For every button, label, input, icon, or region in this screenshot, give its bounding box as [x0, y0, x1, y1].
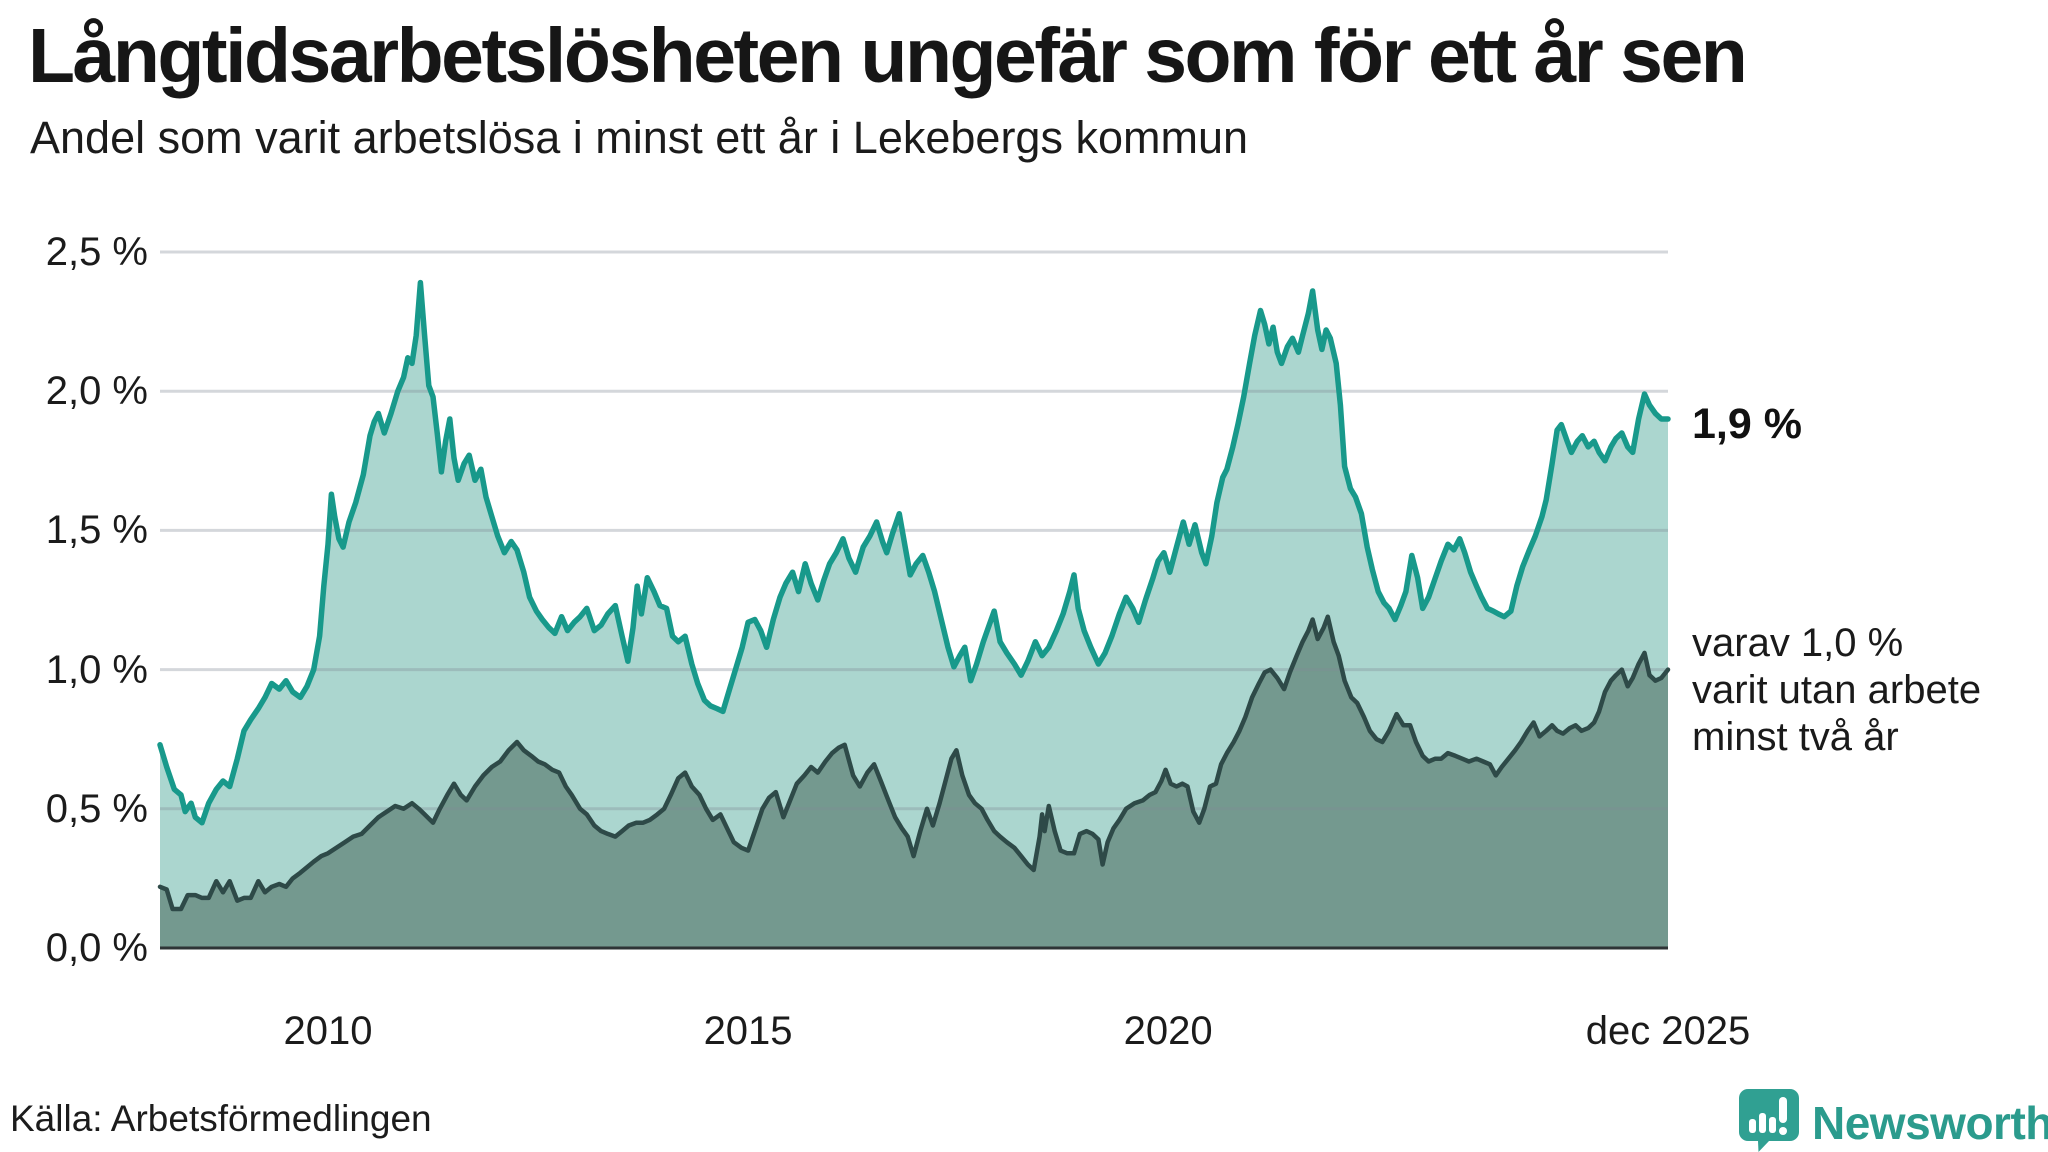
two-year-line [157, 614, 1671, 912]
brand-logo: Newsworthy [1738, 1088, 2048, 1152]
newsworthy-bubble-icon [1738, 1088, 1800, 1152]
page-title: Långtidsarbetslösheten ungefär som för e… [28, 13, 1748, 99]
y-tick-label: 2,5 % [45, 230, 148, 274]
x-tick-label: 2010 [283, 1009, 373, 1053]
x-tick-label: dec 2025 [1585, 1009, 1751, 1053]
two-year-area-fill [160, 616, 1668, 948]
y-tick-label: 0,5 % [45, 786, 148, 831]
x-tick-label: 2015 [703, 1009, 793, 1053]
annotation-line: varav 1,0 % [1692, 621, 1904, 665]
secondary-series-annotation: varav 1,0 % varit utan arbete minst två … [1692, 620, 1981, 761]
annotation-line: varit utan arbete [1692, 668, 1982, 712]
y-tick-label: 0,0 % [45, 926, 148, 970]
y-tick-label: 2,0 % [45, 369, 148, 414]
total-line [157, 279, 1671, 826]
brand-wordmark: Newsworthy [1812, 1096, 2048, 1149]
source-note: Källa: Arbetsförmedlingen [10, 1098, 432, 1139]
x-tick-label: 2020 [1123, 1009, 1213, 1053]
y-tick-label: 1,0 % [45, 647, 148, 692]
latest-value-label: 1,9 % [1692, 400, 1802, 448]
y-tick-label: 1,5 % [45, 508, 148, 553]
annotation-line: minst två år [1692, 715, 1899, 759]
page-subtitle: Andel som varit arbetslösa i minst ett å… [30, 112, 1249, 163]
